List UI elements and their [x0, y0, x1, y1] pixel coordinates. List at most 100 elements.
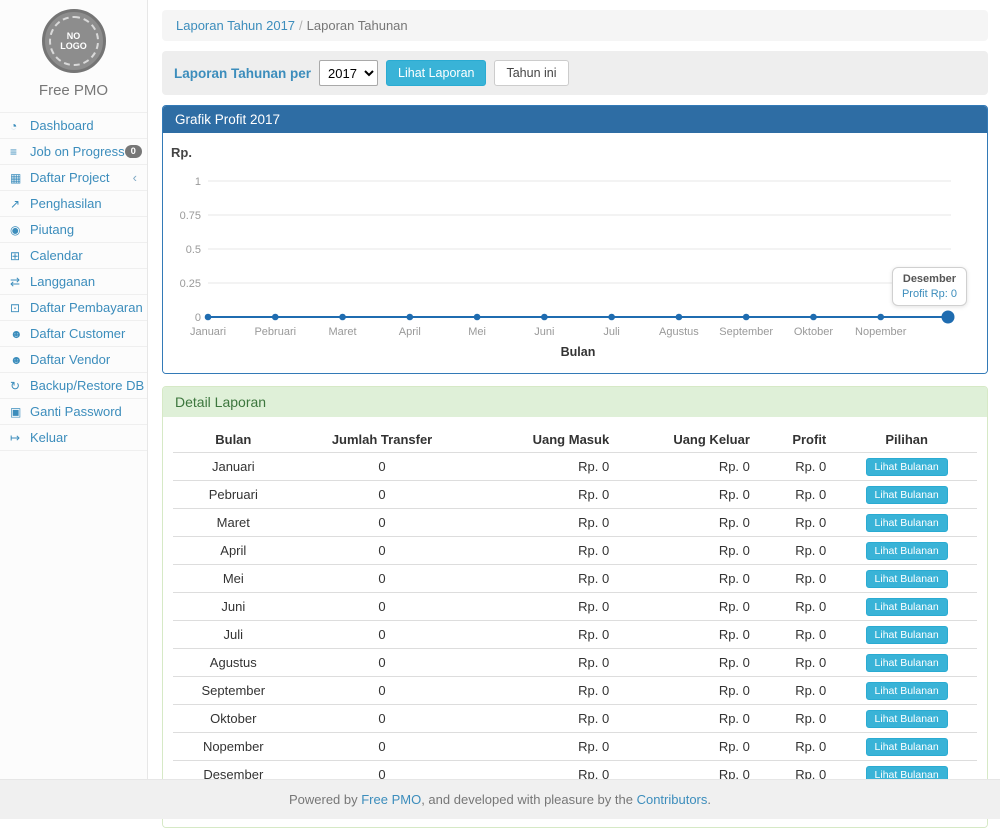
- sidebar-item-daftar-vendor[interactable]: ☻ Daftar Vendor: [0, 347, 147, 373]
- report-table: Bulan Jumlah Transfer Uang Masuk Uang Ke…: [173, 427, 977, 813]
- breadcrumb-current: Laporan Tahunan: [306, 18, 408, 33]
- report-cell: 0: [293, 620, 471, 649]
- report-cell: Rp. 0: [619, 452, 760, 481]
- report-header-row: Bulan Jumlah Transfer Uang Masuk Uang Ke…: [173, 427, 977, 453]
- report-cell: Rp. 0: [470, 508, 620, 537]
- report-cell: Nopember: [173, 732, 294, 761]
- report-cell: Rp. 0: [470, 452, 620, 481]
- report-row: Juli 0 Rp. 0 Rp. 0 Rp. 0 Lihat Bulanan: [173, 620, 977, 649]
- report-cell: Rp. 0: [759, 564, 837, 593]
- footer-text-prefix: Powered by: [288, 792, 362, 807]
- report-row: Pebruari 0 Rp. 0 Rp. 0 Rp. 0 Lihat Bulanan: [173, 480, 977, 509]
- report-row: Maret 0 Rp. 0 Rp. 0 Rp. 0 Lihat Bulanan: [173, 508, 977, 537]
- sidebar-item-label: Job on Progress: [30, 144, 125, 159]
- svg-text:Rp.: Rp.: [171, 145, 192, 160]
- lihat-bulanan-button[interactable]: Lihat Bulanan: [865, 541, 948, 560]
- report-cell: 0: [293, 480, 471, 509]
- report-cell: Rp. 0: [470, 620, 620, 649]
- report-cell: Rp. 0: [619, 508, 760, 537]
- sidebar-item-label: Dashboard: [30, 118, 94, 133]
- lihat-bulanan-button[interactable]: Lihat Bulanan: [865, 681, 948, 700]
- lihat-bulanan-button[interactable]: Lihat Bulanan: [865, 625, 948, 644]
- breadcrumb-separator: /: [299, 18, 303, 33]
- report-cell: Rp. 0: [619, 732, 760, 761]
- report-row: Januari 0 Rp. 0 Rp. 0 Rp. 0 Lihat Bulanan: [173, 452, 977, 481]
- report-cell: Rp. 0: [619, 648, 760, 677]
- main-content: Laporan Tahun 2017/Laporan Tahunan Lapor…: [148, 0, 1000, 828]
- report-cell: Lihat Bulanan: [836, 480, 977, 509]
- col-bulan: Bulan: [173, 427, 294, 453]
- report-table-body: Januari 0 Rp. 0 Rp. 0 Rp. 0 Lihat Bulanan Pebr…: [173, 452, 977, 813]
- report-cell: Oktober: [173, 704, 294, 733]
- report-cell: Lihat Bulanan: [836, 732, 977, 761]
- sidebar-item-job-on-progress[interactable]: ≡ Job on Progress 0: [0, 139, 147, 165]
- report-cell: 0: [293, 704, 471, 733]
- report-cell: 0: [293, 732, 471, 761]
- report-cell: Rp. 0: [619, 592, 760, 621]
- logo-text: NO LOGO: [60, 30, 87, 51]
- sidebar-item-calendar[interactable]: ⊞ Calendar: [0, 243, 147, 269]
- report-cell: Lihat Bulanan: [836, 536, 977, 565]
- sidebar-item-langganan[interactable]: ⇄ Langganan: [0, 269, 147, 295]
- profit-chart-panel: Grafik Profit 2017 Rp. 1 0.75 0.5 0.25 0 Janua…: [162, 105, 988, 374]
- lihat-laporan-button[interactable]: Lihat Laporan: [386, 60, 487, 86]
- lihat-bulanan-button[interactable]: Lihat Bulanan: [865, 569, 948, 588]
- report-cell: Rp. 0: [759, 676, 837, 705]
- brand-block[interactable]: NO LOGO Free PMO: [0, 0, 147, 105]
- sidebar-item-label: Langganan: [30, 274, 96, 289]
- lihat-bulanan-button[interactable]: Lihat Bulanan: [865, 597, 948, 616]
- lihat-bulanan-button[interactable]: Lihat Bulanan: [865, 737, 948, 756]
- profit-chart-svg[interactable]: Rp. 1 0.75 0.5 0.25 0 Januari Pebruari Maret Apri…: [163, 133, 987, 373]
- sidebar-item-daftar-project[interactable]: ▦ Daftar Project ‹: [0, 165, 147, 191]
- report-row: Juni 0 Rp. 0 Rp. 0 Rp. 0 Lihat Bulanan: [173, 592, 977, 621]
- footer-link-free-pmo[interactable]: Free PMO: [361, 792, 422, 807]
- report-cell: Rp. 0: [619, 620, 760, 649]
- svg-text:Bulan: Bulan: [561, 345, 596, 359]
- money-icon: ◉: [10, 222, 21, 237]
- svg-text:Pebruari: Pebruari: [254, 326, 296, 338]
- detail-panel-body: Bulan Jumlah Transfer Uang Masuk Uang Ke…: [163, 417, 987, 827]
- lihat-bulanan-button[interactable]: Lihat Bulanan: [865, 513, 948, 532]
- report-cell: Maret: [173, 508, 294, 537]
- lihat-bulanan-button[interactable]: Lihat Bulanan: [865, 485, 948, 504]
- chart-body: Rp. 1 0.75 0.5 0.25 0 Januari Pebruari Maret Apri…: [163, 133, 987, 373]
- exchange-icon: ⇄: [10, 274, 21, 289]
- sidebar-item-piutang[interactable]: ◉ Piutang: [0, 217, 147, 243]
- tahun-ini-button[interactable]: Tahun ini: [494, 60, 569, 86]
- lihat-bulanan-button[interactable]: Lihat Bulanan: [865, 709, 948, 728]
- col-uang-masuk: Uang Masuk: [470, 427, 620, 453]
- tooltip-month: Desember: [902, 273, 957, 285]
- sidebar-item-ganti-password[interactable]: ▣ Ganti Password: [0, 399, 147, 425]
- sidebar-item-backup-restore-db[interactable]: ↻ Backup/Restore DB: [0, 373, 147, 399]
- report-cell: Rp. 0: [619, 704, 760, 733]
- sidebar-item-daftar-pembayaran[interactable]: ⊡ Daftar Pembayaran: [0, 295, 147, 321]
- sidebar-item-penghasilan[interactable]: ↗ Penghasilan: [0, 191, 147, 217]
- sidebar-item-keluar[interactable]: ↦ Keluar: [0, 425, 147, 451]
- report-cell: Lihat Bulanan: [836, 564, 977, 593]
- users-icon: ☻: [10, 352, 23, 367]
- report-cell: Rp. 0: [470, 676, 620, 705]
- breadcrumb: Laporan Tahun 2017/Laporan Tahunan: [162, 10, 988, 41]
- svg-text:0.75: 0.75: [180, 210, 201, 222]
- col-jumlah-transfer: Jumlah Transfer: [293, 427, 471, 453]
- report-cell: Rp. 0: [470, 480, 620, 509]
- lihat-bulanan-button[interactable]: Lihat Bulanan: [865, 653, 948, 672]
- breadcrumb-link-laporan-tahun[interactable]: Laporan Tahun 2017: [176, 18, 296, 33]
- sidebar-item-label: Keluar: [30, 430, 68, 445]
- year-select[interactable]: 2017: [319, 60, 379, 86]
- svg-text:Juli: Juli: [603, 326, 620, 338]
- calendar-icon: ⊞: [10, 248, 21, 263]
- footer-link-contributors[interactable]: Contributors: [636, 792, 708, 807]
- report-row: Nopember 0 Rp. 0 Rp. 0 Rp. 0 Lihat Bulanan: [173, 732, 977, 761]
- svg-text:Mei: Mei: [468, 326, 486, 338]
- sidebar-item-dashboard[interactable]: ◔ Dashboard: [0, 113, 147, 139]
- report-cell: Rp. 0: [759, 704, 837, 733]
- table-icon: ▦: [10, 170, 22, 185]
- report-cell: 0: [293, 648, 471, 677]
- lock-icon: ▣: [10, 404, 22, 419]
- sidebar-item-daftar-customer[interactable]: ☻ Daftar Customer: [0, 321, 147, 347]
- sidebar-item-label: Daftar Pembayaran: [30, 300, 143, 315]
- sidebar-item-label: Ganti Password: [30, 404, 122, 419]
- chevron-left-icon: ‹: [132, 169, 137, 185]
- lihat-bulanan-button[interactable]: Lihat Bulanan: [865, 457, 948, 476]
